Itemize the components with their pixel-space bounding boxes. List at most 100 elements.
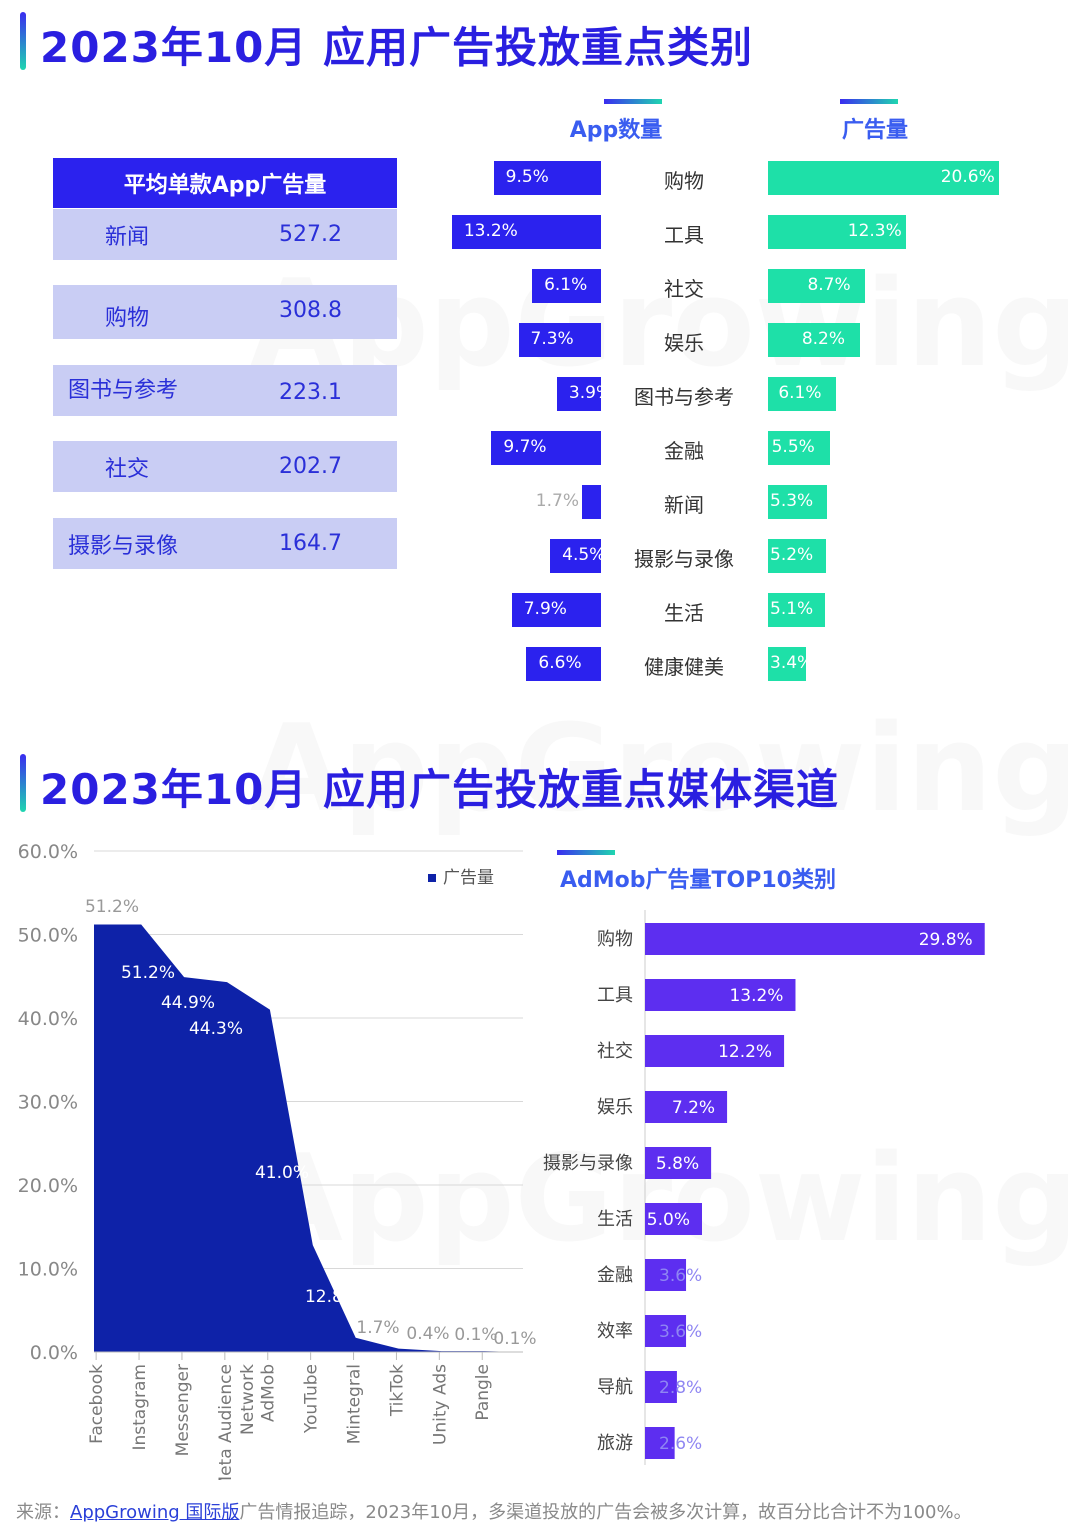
admob-bar [645, 979, 796, 1011]
category-label: 社交 [597, 1041, 633, 1062]
bar-app-count [511, 593, 601, 627]
x-tick-label: Mintegral [345, 1364, 365, 1444]
avg-table-row: 购物 308.8 [53, 285, 397, 339]
x-tick-label: YouTube [302, 1364, 322, 1434]
bar-label-app-count: 7.3% [530, 329, 574, 349]
data-label: 44.9% [161, 993, 215, 1013]
bar-ad-volume [768, 539, 827, 573]
bar-value-label: 12.2% [718, 1042, 772, 1062]
category-label: 娱乐 [664, 331, 704, 355]
bar-ad-volume [768, 269, 866, 303]
area-series-ad-volume [94, 924, 519, 1352]
bar-value-label: 29.8% [919, 930, 973, 950]
bar-app-count [550, 539, 601, 573]
admob-bar [645, 1371, 677, 1403]
category-label: 旅游 [597, 1433, 633, 1454]
bar-app-count [532, 269, 601, 303]
bar-app-count [451, 215, 601, 249]
data-label: 41.0% [255, 1163, 309, 1183]
admob-bar-chart: 购物 29.8% 工具 13.2% 社交 12.2% 娱乐 7.2% 摄影与录像 5.8% 生活 5.… [543, 910, 985, 1465]
bar-app-count [581, 485, 601, 519]
category-label: 生活 [597, 1209, 633, 1230]
bar-label-ad-volume: 12.3% [847, 221, 902, 241]
x-tick-label: AdMob [259, 1364, 279, 1422]
legend-bar-ad-volume [840, 99, 898, 104]
admob-chart-title: AdMob广告量TOP10类别 [560, 868, 836, 893]
bar-label-app-count: 6.6% [538, 653, 582, 673]
footnote-suffix: 广告情报追踪，2023年10月，多渠道投放的广告会被多次计算，故百分比合计不为1… [239, 1502, 972, 1523]
bar-ad-volume [768, 431, 830, 465]
bar-label-app-count: 9.5% [505, 167, 549, 187]
category-label: 购物 [664, 169, 704, 193]
bar-label-app-count: 7.9% [523, 599, 567, 619]
avg-table-row: 社交 202.7 [53, 441, 397, 492]
avg-row-value: 308.8 [279, 297, 342, 323]
bar-label-ad-volume: 5.1% [770, 599, 814, 619]
avg-row-name: 购物 [105, 306, 150, 331]
category-label: 摄影与录像 [543, 1153, 633, 1174]
bar-label-ad-volume: 20.6% [940, 167, 995, 187]
bar-label-app-count: 6.1% [544, 275, 588, 295]
bar-app-count [556, 377, 601, 411]
bar-app-count [491, 431, 601, 465]
category-label: 购物 [597, 929, 633, 950]
admob-bar [645, 1147, 712, 1179]
bar-app-count [493, 161, 601, 195]
bar-ad-volume [768, 647, 807, 681]
bar-label-ad-volume: 5.3% [770, 491, 814, 511]
bar-label-ad-volume: 8.2% [801, 329, 846, 349]
title-accent [20, 754, 26, 812]
footnote-link[interactable]: AppGrowing 国际版 [70, 1502, 240, 1523]
data-label: 12.8% [305, 1287, 359, 1307]
bar-label-ad-volume: 8.7% [807, 275, 851, 295]
data-label: 51.2% [121, 963, 175, 983]
bar-value-label: 5.0% [647, 1210, 690, 1230]
admob-bar [645, 1203, 702, 1235]
avg-row-value: 527.2 [279, 222, 342, 247]
category-label: 新闻 [664, 493, 704, 517]
category-label: 健康健美 [644, 655, 724, 679]
data-label: 0.1% [493, 1329, 536, 1349]
avg-table-row: 新闻 527.2 [53, 209, 397, 260]
bar-value-label: 2.6% [659, 1434, 702, 1454]
y-tick-label: 20.0% [18, 1175, 78, 1197]
bar-ad-volume [768, 215, 906, 249]
bar-label-ad-volume: 3.4% [770, 653, 814, 673]
footnote: 来源：AppGrowing 国际版广告情报追踪，2023年10月，多渠道投放的广… [16, 1498, 972, 1524]
bar-ad-volume [768, 593, 826, 627]
x-tick-label: TikTok [387, 1364, 407, 1417]
footnote-prefix: 来源： [16, 1502, 70, 1523]
bar-ad-volume [768, 485, 828, 519]
x-tick-label: Network [238, 1364, 258, 1435]
category-label: 工具 [597, 985, 633, 1006]
bar-value-label: 3.6% [659, 1322, 702, 1342]
y-tick-label: 60.0% [18, 841, 78, 863]
category-label: 生活 [664, 601, 704, 625]
legend-label: 广告量 [443, 868, 494, 888]
y-tick-label: 50.0% [18, 925, 78, 947]
category-label: 导航 [597, 1377, 633, 1398]
bar-app-count [526, 647, 601, 681]
y-tick-label: 10.0% [18, 1259, 78, 1281]
avg-row-value: 202.7 [279, 454, 342, 479]
avg-table-row: 图书与参考 223.1 [53, 365, 397, 416]
admob-bar [645, 1259, 687, 1291]
admob-bar [645, 1315, 687, 1347]
bar-ad-volume [768, 377, 837, 411]
legend-ad-volume: 广告量 [841, 118, 908, 143]
bar-value-label: 2.8% [659, 1378, 702, 1398]
bar-label-ad-volume: 6.1% [778, 383, 822, 403]
avg-row-value: 223.1 [279, 380, 342, 405]
x-tick-label: Messenger [173, 1364, 193, 1456]
category-label: 金融 [597, 1265, 633, 1286]
avg-row-name: 社交 [105, 456, 150, 482]
category-label: 社交 [664, 277, 704, 301]
admob-bar [645, 1091, 728, 1123]
y-tick-label: 40.0% [18, 1008, 78, 1030]
avg-table-row: 摄影与录像 164.7 [53, 518, 397, 569]
bar-label-ad-volume: 5.5% [771, 437, 815, 457]
x-tick-label: Meta Audience [216, 1364, 236, 1480]
category-label: 金融 [664, 439, 704, 463]
category-label: 图书与参考 [634, 385, 734, 409]
title-accent [20, 12, 26, 70]
